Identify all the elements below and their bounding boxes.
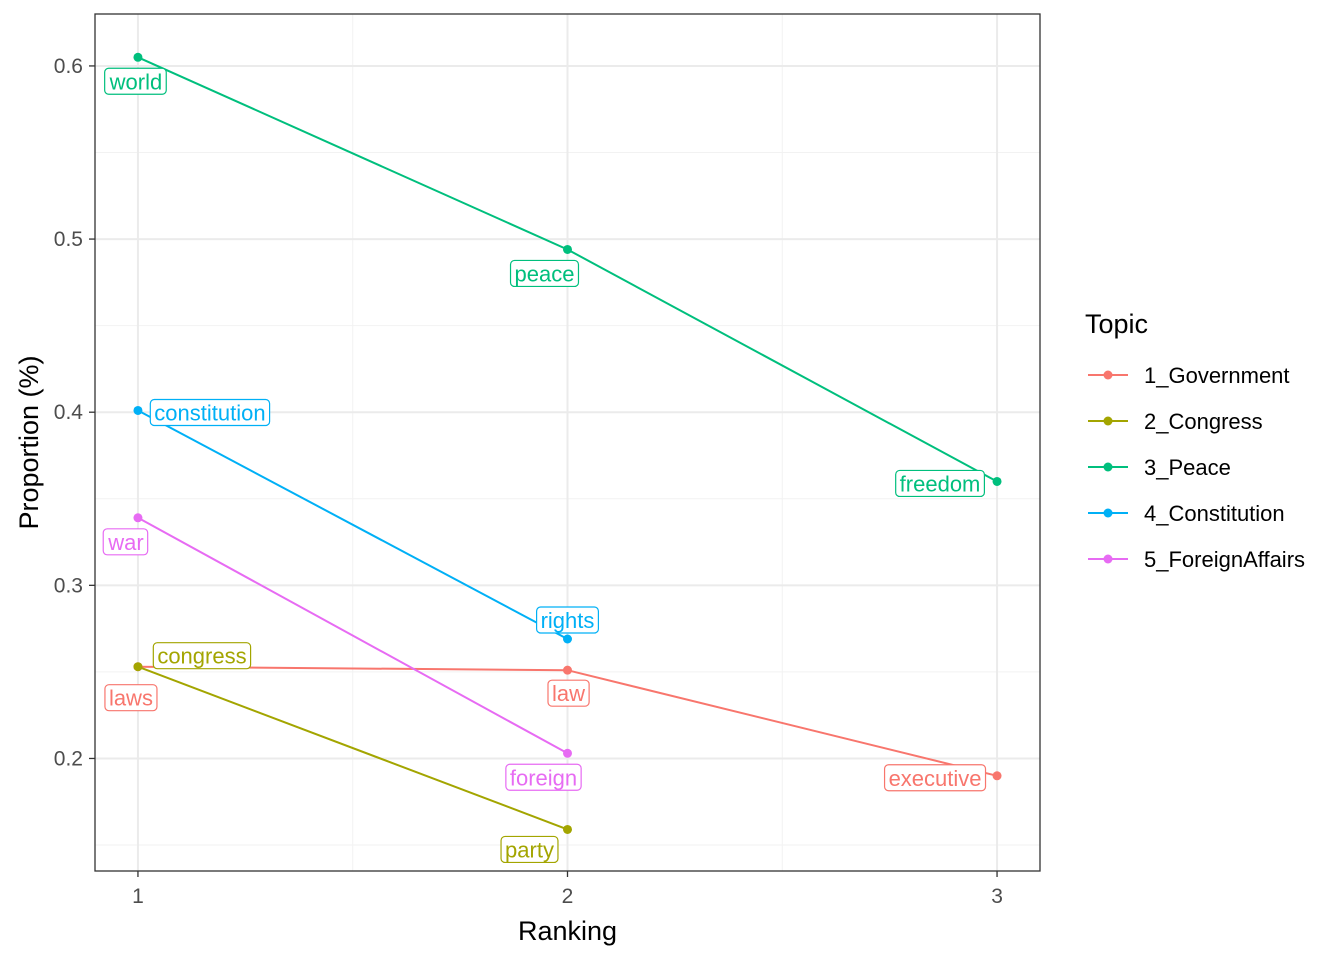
legend-key-point <box>1103 508 1113 518</box>
point-label-box <box>500 835 559 864</box>
legend-item-4-constitution: 4_Constitution <box>1088 501 1285 526</box>
x-tick-label: 1 <box>132 885 144 908</box>
y-tick-label: 0.2 <box>54 747 83 770</box>
data-point-freedom <box>992 476 1002 486</box>
point-label-party: party <box>500 835 559 864</box>
legend-item-5-foreignaffairs: 5_ForeignAffairs <box>1088 547 1305 572</box>
point-label-box <box>104 67 167 95</box>
series-line-5-foreignaffairs <box>137 516 568 755</box>
data-point-congress <box>133 662 143 672</box>
point-label-text: laws <box>109 686 153 711</box>
legend-item-label: 4_Constitution <box>1144 501 1285 526</box>
point-label-text: party <box>505 837 554 862</box>
legend-item-3-peace: 3_Peace <box>1088 455 1231 480</box>
point-label-text: peace <box>515 261 575 286</box>
legend-items: 1_Government 2_Congress 3_Peace 4_Constitut… <box>1088 363 1305 572</box>
point-label-box <box>104 684 158 712</box>
point-label-rights: rights <box>536 606 599 634</box>
legend-item-label: 3_Peace <box>1144 455 1231 480</box>
point-label-text: law <box>552 681 585 706</box>
y-tick-label: 0.3 <box>54 574 83 597</box>
legend-item-1-government: 1_Government <box>1088 363 1290 388</box>
data-point-executive <box>992 771 1002 781</box>
point-label-laws: laws <box>104 684 158 712</box>
point-label-box <box>149 398 271 427</box>
point-label-text: constitution <box>154 400 265 425</box>
point-label-war: war <box>102 528 149 556</box>
point-label-constitution: constitution <box>149 398 271 427</box>
point-layer <box>133 52 1002 834</box>
legend-key-point <box>1103 370 1113 380</box>
point-label-executive: executive <box>883 764 987 792</box>
data-point-foreign <box>563 748 572 758</box>
point-label-box <box>536 606 599 634</box>
point-label-box <box>895 469 986 498</box>
x-axis-title: Ranking <box>518 916 617 946</box>
point-label-box <box>505 763 582 791</box>
legend-key-point <box>1103 416 1113 426</box>
data-point-world <box>133 52 143 62</box>
y-tick-label: 0.5 <box>54 228 83 251</box>
y-axis-title: Proportion (%) <box>14 355 44 529</box>
point-label-box <box>152 642 252 670</box>
grid-layer <box>95 14 1040 871</box>
point-label-box <box>547 679 590 707</box>
point-label-text: world <box>109 69 163 94</box>
point-label-text: congress <box>157 644 246 669</box>
legend: Topic 1_Government 2_Congress 3_Peace 4_Con… <box>1085 309 1305 572</box>
point-label-box <box>883 764 987 792</box>
x-tick-label: 2 <box>562 885 574 908</box>
legend-item-label: 2_Congress <box>1144 409 1263 434</box>
data-point-constitution <box>133 405 143 415</box>
legend-item-label: 5_ForeignAffairs <box>1144 547 1305 572</box>
axis-layer: 1 2 3 0.2 0.3 0.4 0.5 0.6 <box>54 55 1003 908</box>
series-line-4-constitution <box>137 409 568 640</box>
point-label-box <box>102 528 149 556</box>
y-tick-label: 0.6 <box>54 55 83 78</box>
legend-title: Topic <box>1085 309 1148 339</box>
y-tick-label: 0.4 <box>54 401 84 424</box>
data-point-rights <box>563 634 572 644</box>
point-label-text: freedom <box>900 471 981 496</box>
point-label-text: foreign <box>510 765 577 790</box>
data-point-war <box>133 513 143 523</box>
point-label-world: world <box>104 67 167 95</box>
legend-key-point <box>1103 462 1113 472</box>
data-point-law <box>563 665 572 675</box>
point-label-law: law <box>547 679 590 707</box>
legend-key-point <box>1103 554 1113 564</box>
point-label-box <box>509 259 580 288</box>
point-label-foreign: foreign <box>505 763 582 791</box>
point-label-freedom: freedom <box>895 469 986 498</box>
point-label-congress: congress <box>152 642 252 670</box>
legend-item-2-congress: 2_Congress <box>1088 409 1263 434</box>
legend-item-label: 1_Government <box>1144 363 1290 388</box>
data-point-party <box>563 824 572 834</box>
point-label-text: war <box>107 530 143 555</box>
x-tick-label: 3 <box>991 885 1003 908</box>
series-line-2-congress <box>137 665 568 831</box>
point-label-text: rights <box>541 608 595 633</box>
data-point-peace <box>563 244 572 254</box>
point-label-peace: peace <box>509 259 580 288</box>
label-layer: laws law executive congress party world peace f… <box>102 67 987 864</box>
point-label-text: executive <box>889 766 982 791</box>
